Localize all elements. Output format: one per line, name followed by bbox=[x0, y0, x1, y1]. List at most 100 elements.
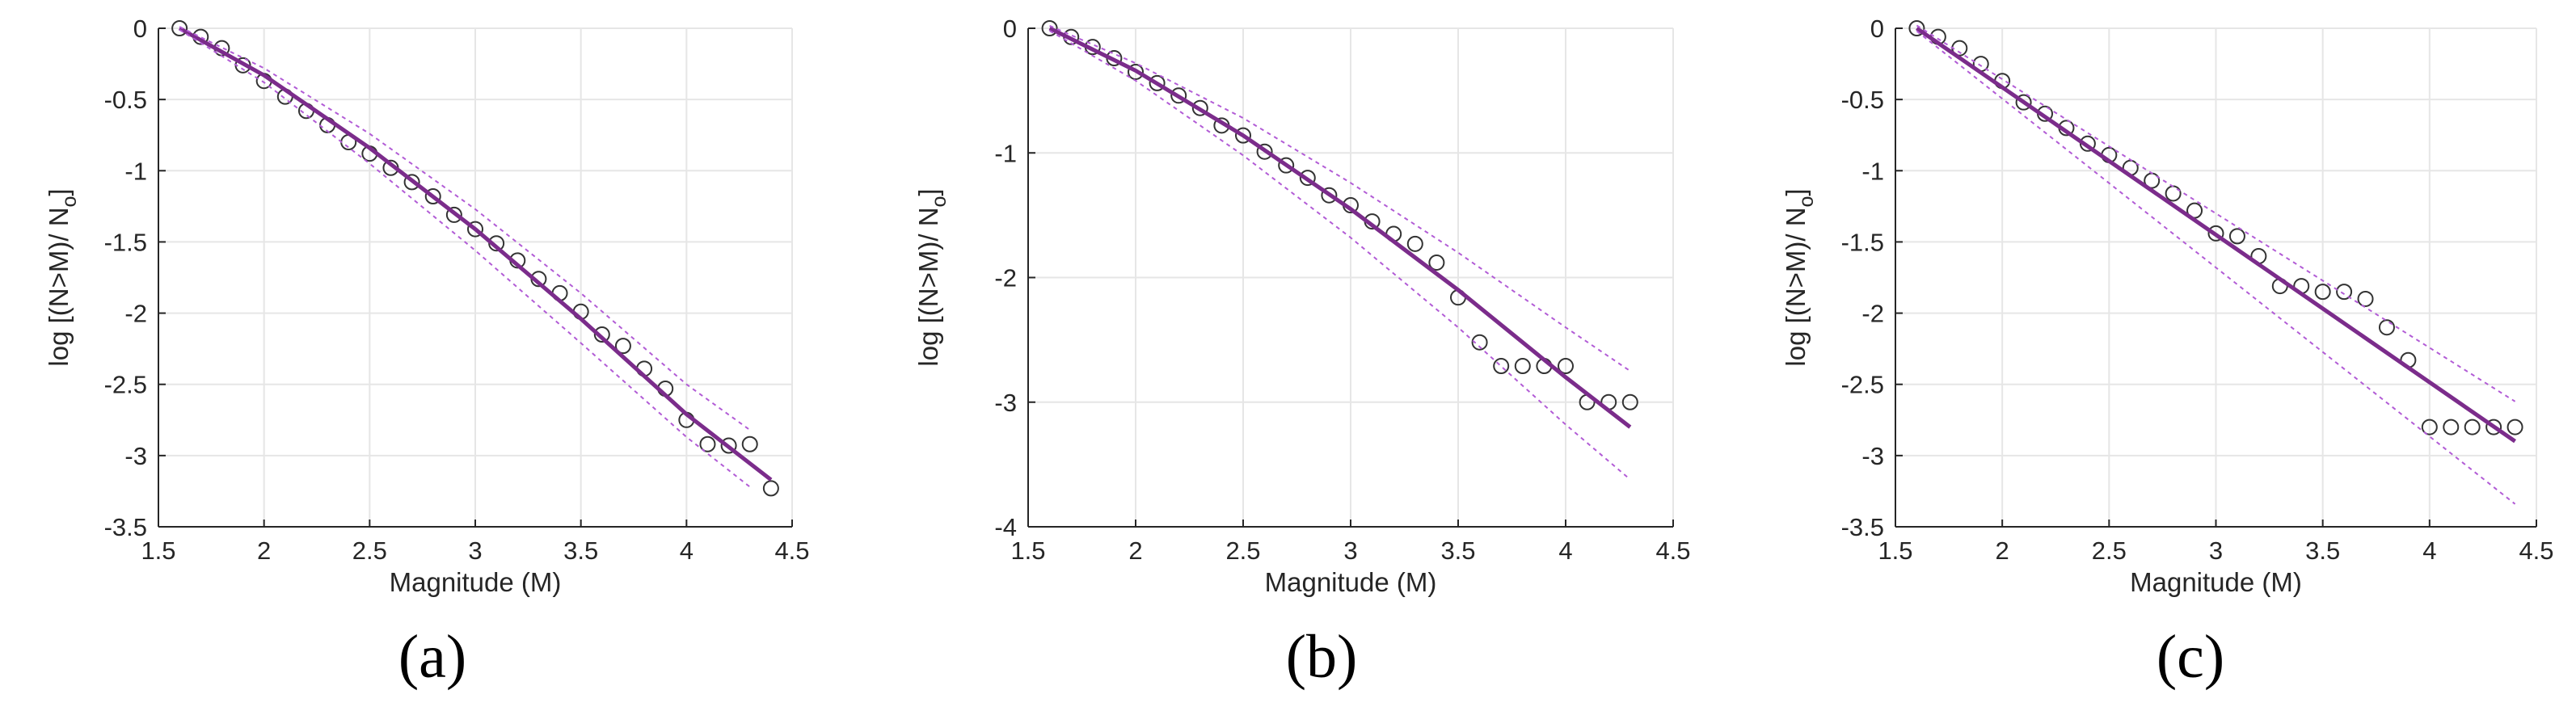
data-point bbox=[2378, 319, 2395, 336]
y-tick-label: -3 bbox=[1861, 442, 1884, 470]
x-tick-label: 4 bbox=[2422, 536, 2436, 565]
data-point bbox=[1235, 127, 1251, 144]
data-point bbox=[1128, 63, 1144, 80]
lower-bound-line bbox=[179, 28, 751, 488]
upper-bound-line bbox=[179, 26, 751, 431]
x-tick-label: 1.5 bbox=[1010, 536, 1045, 565]
data-point bbox=[2506, 419, 2523, 435]
data-point bbox=[2336, 284, 2353, 301]
y-axis-label: log [(N>M)/ No] bbox=[913, 188, 951, 366]
data-point bbox=[1428, 254, 1445, 271]
x-tick-label: 3 bbox=[468, 536, 482, 565]
data-point bbox=[467, 221, 483, 238]
y-tick-label: -1 bbox=[994, 139, 1017, 167]
x-tick-label: 3.5 bbox=[1440, 536, 1475, 565]
x-tick-label: 3 bbox=[1343, 536, 1357, 565]
y-tick-label: -2 bbox=[1861, 300, 1884, 328]
y-tick-label: -2.5 bbox=[1841, 371, 1884, 399]
y-tick-label: -1 bbox=[124, 157, 147, 185]
y-tick-label: -0.5 bbox=[1841, 86, 1884, 114]
fit-line bbox=[1915, 26, 2517, 444]
y-axis-label-subscript: o bbox=[1795, 196, 1818, 208]
data-point bbox=[614, 338, 631, 355]
lower-bound-line bbox=[1916, 30, 2516, 505]
x-tick-label: 2 bbox=[257, 536, 271, 565]
y-axis-label-subscript: o bbox=[928, 196, 951, 208]
y-axis-label: log [(N>M)/ No] bbox=[1781, 188, 1818, 366]
y-tick-label: -2 bbox=[994, 264, 1017, 292]
data-point bbox=[1514, 358, 1531, 375]
data-point bbox=[1170, 87, 1187, 104]
data-point bbox=[403, 174, 420, 191]
x-tick-label: 2.5 bbox=[1225, 536, 1260, 565]
x-axis-label: Magnitude (M) bbox=[2130, 567, 2302, 597]
y-tick-label: 0 bbox=[1870, 15, 1884, 43]
x-axis-label: Magnitude (M) bbox=[1265, 567, 1437, 597]
y-axis-label-main: log [(N>M)/ N bbox=[1781, 207, 1811, 366]
data-point bbox=[1493, 358, 1510, 375]
x-tick-label: 2 bbox=[1996, 536, 2009, 565]
x-tick-label: 1.5 bbox=[141, 536, 175, 565]
data-point bbox=[1471, 334, 1488, 351]
data-point bbox=[1321, 187, 1338, 204]
data-point bbox=[2464, 419, 2481, 435]
fit-line bbox=[178, 26, 773, 482]
data-point bbox=[171, 20, 188, 36]
data-point bbox=[720, 437, 737, 454]
y-tick-label: -4 bbox=[994, 513, 1017, 541]
x-tick-label: 2.5 bbox=[352, 536, 387, 565]
data-point bbox=[1041, 20, 1058, 36]
x-axis-label: Magnitude (M) bbox=[390, 567, 562, 597]
panel-label: (a) bbox=[398, 623, 466, 691]
y-axis-label-subscript: o bbox=[58, 196, 81, 208]
y-tick-label: -1.5 bbox=[1841, 228, 1884, 256]
y-tick-label: -1.5 bbox=[104, 228, 147, 256]
data-point bbox=[1621, 393, 1638, 410]
x-tick-label: 4 bbox=[680, 536, 694, 565]
data-point bbox=[2015, 94, 2032, 111]
y-axis-label: log [(N>M)/ No] bbox=[44, 188, 81, 366]
data-point bbox=[2207, 225, 2224, 242]
data-point bbox=[762, 480, 779, 497]
data-point bbox=[1908, 20, 1925, 36]
panel-label: (b) bbox=[1286, 623, 1358, 691]
data-point bbox=[1256, 143, 1273, 160]
data-point bbox=[1299, 170, 1316, 187]
y-axis-label-close: ] bbox=[1781, 188, 1811, 196]
x-tick-label: 4.5 bbox=[774, 536, 809, 565]
data-point bbox=[2421, 419, 2438, 435]
y-tick-label: -2.5 bbox=[104, 371, 147, 399]
y-axis-label-close: ] bbox=[913, 188, 943, 196]
y-tick-label: -1 bbox=[1861, 157, 1884, 185]
data-point bbox=[2485, 419, 2502, 435]
chart-panel-1: 1.5 2 2.5 3 3.5 4 4.5 -3.5 -3 -2.5 -2 -1.5 -1 -0.5 0 Ma… bbox=[44, 15, 810, 691]
data-point bbox=[445, 206, 462, 223]
y-tick-label: 0 bbox=[133, 15, 147, 43]
data-point bbox=[2357, 290, 2374, 307]
fit-line bbox=[1048, 26, 1632, 429]
x-tick-label: 3.5 bbox=[2305, 536, 2340, 565]
x-tick-label: 4.5 bbox=[2519, 536, 2553, 565]
y-axis-label-main: log [(N>M)/ N bbox=[913, 207, 943, 366]
y-tick-label: -3.5 bbox=[1841, 513, 1884, 541]
chart-panel-3: 1.5 2 2.5 3 3.5 4 4.5 -3.5 -3 -2.5 -2 -1.5 -1 -0.5 0 Ma… bbox=[1781, 15, 2554, 691]
panel-label: (c) bbox=[2157, 623, 2224, 691]
data-point bbox=[1558, 358, 1574, 375]
y-tick-label: -2 bbox=[124, 300, 147, 328]
y-tick-label: -3 bbox=[124, 442, 147, 470]
data-point bbox=[2443, 419, 2460, 435]
data-point bbox=[699, 435, 716, 452]
x-tick-label: 2 bbox=[1128, 536, 1142, 565]
data-point bbox=[424, 188, 441, 205]
data-point bbox=[1191, 99, 1208, 116]
lower-bound-line bbox=[1049, 30, 1631, 481]
data-point bbox=[1406, 235, 1423, 252]
data-point bbox=[2228, 228, 2245, 245]
upper-bound-line bbox=[1049, 24, 1631, 372]
data-point bbox=[2314, 284, 2331, 301]
data-point bbox=[1149, 74, 1166, 91]
data-point bbox=[1278, 157, 1295, 174]
y-axis-label-main: log [(N>M)/ N bbox=[44, 207, 74, 366]
x-tick-label: 1.5 bbox=[1878, 536, 1912, 565]
